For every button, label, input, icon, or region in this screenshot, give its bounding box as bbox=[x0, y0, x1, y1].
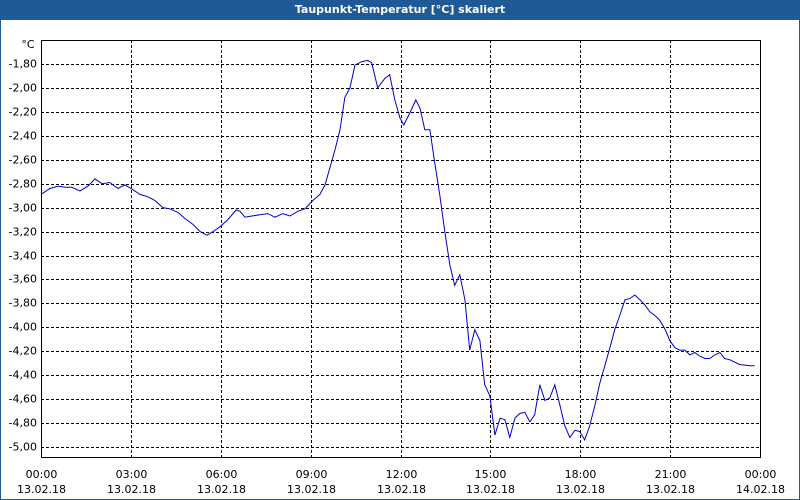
x-tick-date: 13.02.18 bbox=[556, 483, 605, 496]
y-tick-label: -4,60 bbox=[9, 393, 37, 406]
x-tick-label: 00:00 bbox=[745, 468, 777, 481]
y-tick-label: -4,20 bbox=[9, 345, 37, 358]
x-tick-date: 13.02.18 bbox=[107, 483, 156, 496]
x-tick-label: 18:00 bbox=[565, 468, 597, 481]
x-tick-date: 14.02.18 bbox=[736, 483, 785, 496]
y-tick-label: -2,80 bbox=[9, 178, 37, 191]
x-tick-label: 12:00 bbox=[386, 468, 418, 481]
y-tick-label: -2,40 bbox=[9, 130, 37, 143]
x-tick-label: 21:00 bbox=[655, 468, 687, 481]
x-tick-date: 13.02.18 bbox=[287, 483, 336, 496]
y-tick-label: -1,80 bbox=[9, 58, 37, 71]
x-tick-label: 03:00 bbox=[116, 468, 148, 481]
chart-title: Taupunkt-Temperatur [°C] skaliert bbox=[295, 3, 505, 16]
x-tick-date: 13.02.18 bbox=[466, 483, 515, 496]
y-tick-label: -3,40 bbox=[9, 250, 37, 263]
y-tick-label: -2,60 bbox=[9, 154, 37, 167]
x-tick-label: 09:00 bbox=[296, 468, 328, 481]
x-tick-label: 15:00 bbox=[475, 468, 507, 481]
data-line bbox=[40, 59, 755, 442]
plot-frame bbox=[41, 40, 761, 458]
y-tick-label: -4,40 bbox=[9, 369, 37, 382]
x-tick-label: 06:00 bbox=[206, 468, 238, 481]
title-bar bbox=[0, 0, 800, 20]
y-tick-label: -3,00 bbox=[9, 202, 37, 215]
y-tick-label: -4,80 bbox=[9, 417, 37, 430]
y-tick-label: -3,20 bbox=[9, 226, 37, 239]
y-tick-label: -3,60 bbox=[9, 273, 37, 286]
x-tick-date: 13.02.18 bbox=[646, 483, 695, 496]
x-tick-date: 13.02.18 bbox=[17, 483, 66, 496]
x-tick-date: 13.02.18 bbox=[377, 483, 426, 496]
x-tick-date: 13.02.18 bbox=[197, 483, 246, 496]
y-tick-label: -4,00 bbox=[9, 321, 37, 334]
y-tick-label: -2,00 bbox=[9, 82, 37, 95]
y-tick-label: -3,80 bbox=[9, 297, 37, 310]
y-tick-label: -5,00 bbox=[9, 441, 37, 454]
x-tick-label: 00:00 bbox=[26, 468, 58, 481]
y-tick-label: -2,20 bbox=[9, 106, 37, 119]
y-unit: °C bbox=[21, 38, 35, 51]
